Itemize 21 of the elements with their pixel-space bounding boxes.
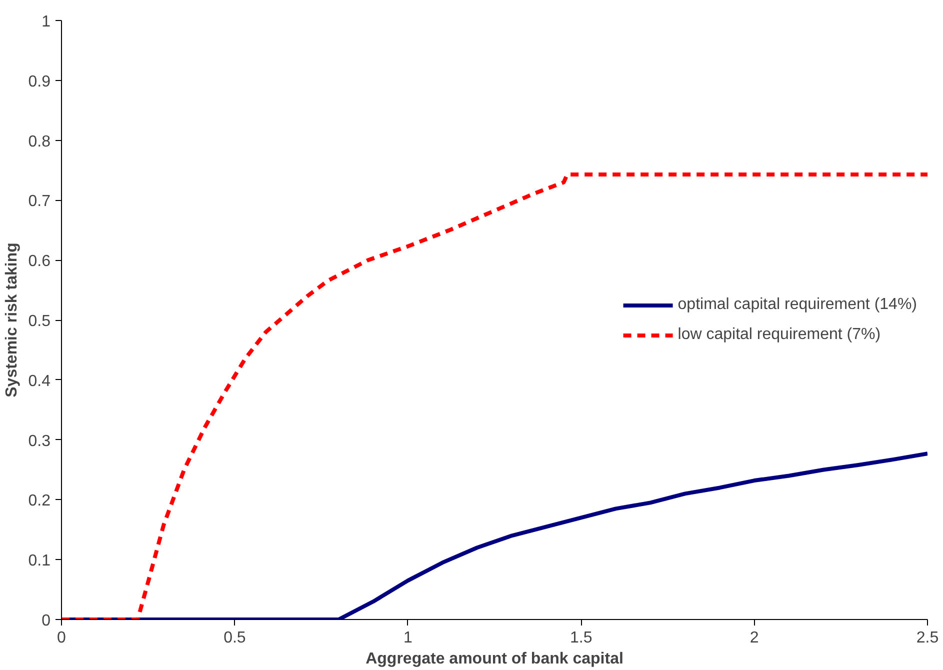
x-tick-label: 2 xyxy=(750,630,759,646)
y-tick-label: 0.6 xyxy=(28,253,51,270)
y-tick-label: 0.7 xyxy=(28,193,51,210)
y-tick-label: 1 xyxy=(42,14,51,30)
legend-label: optimal capital requirement (14%) xyxy=(678,296,917,314)
x-tick-label: 0 xyxy=(57,630,66,646)
y-tick-label: 0.5 xyxy=(28,313,51,330)
x-tick-label: 1 xyxy=(403,630,412,646)
x-tick-label: 1.5 xyxy=(570,630,592,646)
y-tick-label: 0.8 xyxy=(28,133,51,150)
y-tick-label: 0.9 xyxy=(28,73,51,90)
y-tick-label: 0.1 xyxy=(28,552,51,570)
y-tick-label: 0 xyxy=(42,612,51,630)
x-tick-label: 2.5 xyxy=(916,630,939,646)
y-tick-label: 0.2 xyxy=(28,492,51,510)
x-axis-title: Aggregate amount of bank capital xyxy=(366,650,624,668)
x-tick-label: 0.5 xyxy=(224,630,246,646)
y-axis-title: Systemic risk taking xyxy=(3,242,20,398)
legend-label: low capital requirement (7%) xyxy=(678,326,881,344)
y-tick-label: 0.4 xyxy=(28,372,51,390)
y-tick-label: 0.3 xyxy=(28,432,51,450)
